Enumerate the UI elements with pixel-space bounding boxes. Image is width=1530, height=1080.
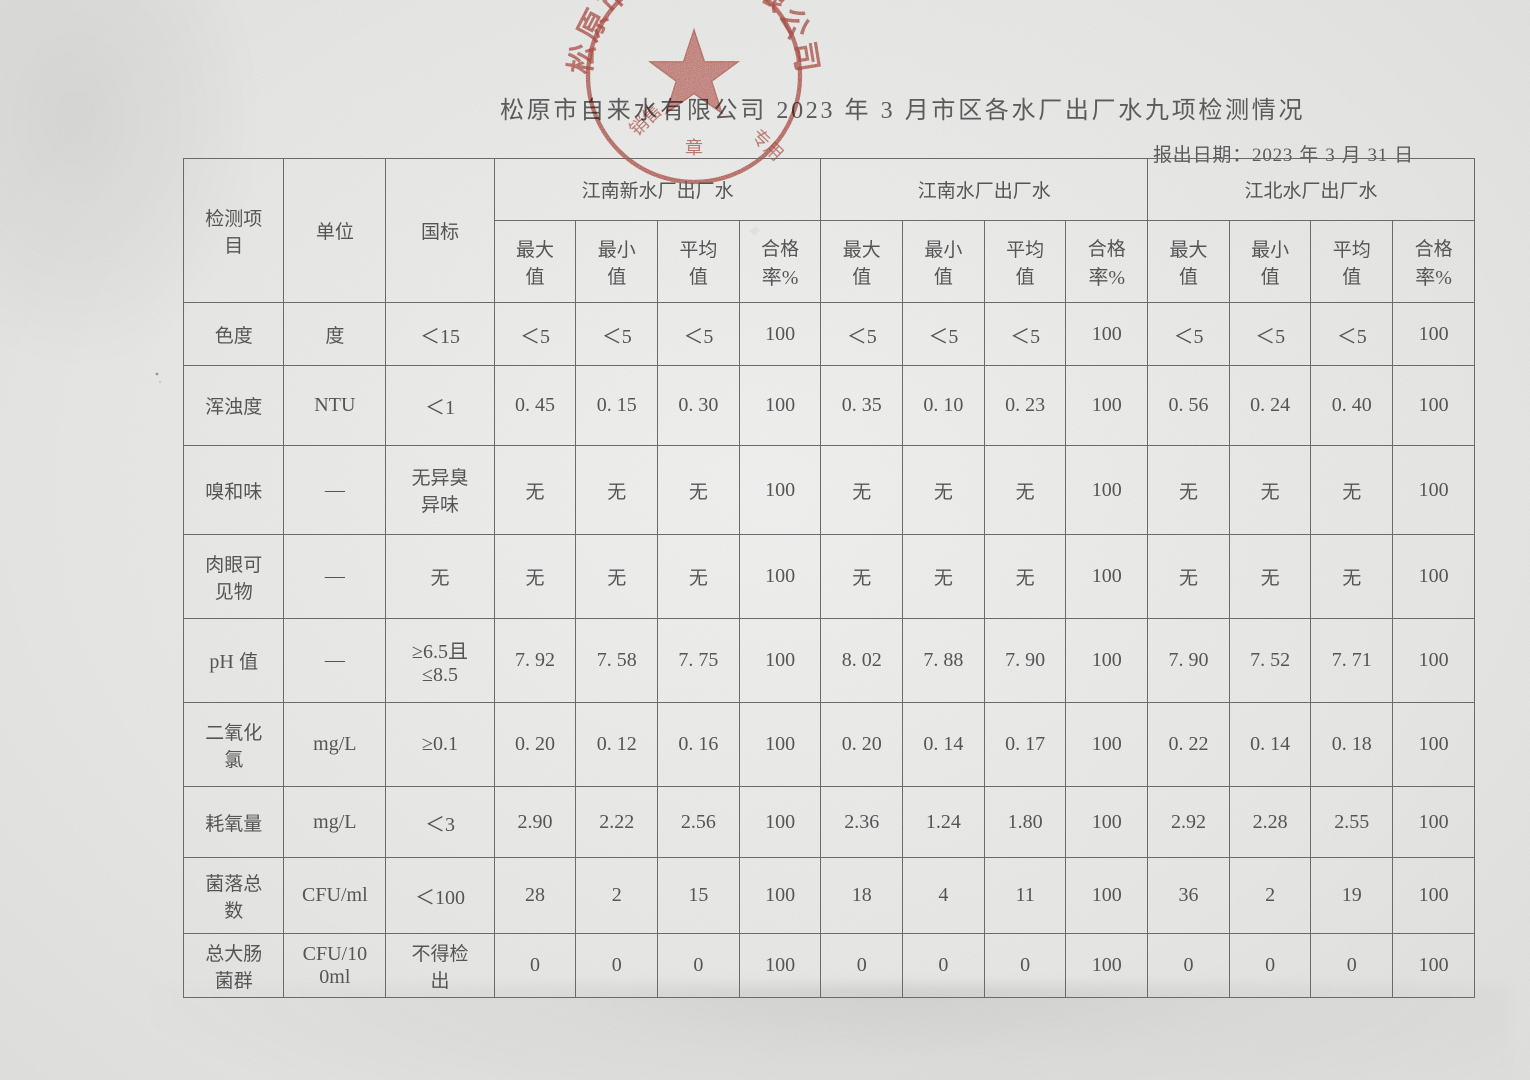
svg-text:销售: 销售 [626, 100, 666, 139]
svg-text:章: 章 [685, 138, 703, 158]
